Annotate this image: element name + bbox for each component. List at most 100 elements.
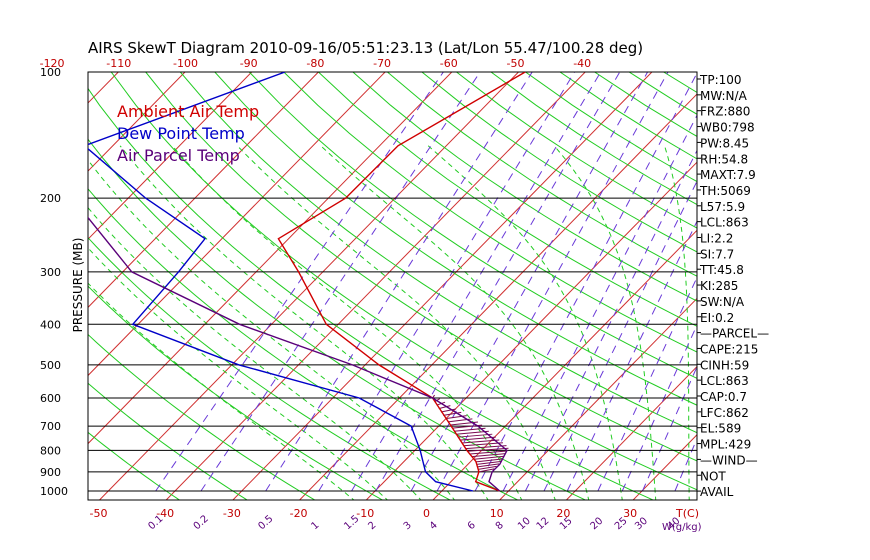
cape-hatch	[476, 460, 502, 465]
stat-label: AVAIL	[700, 485, 734, 499]
legend-entry: Ambient Air Temp	[117, 102, 259, 121]
temp-top-tick-label: -90	[240, 57, 258, 70]
isotherm-line	[299, 93, 697, 500]
y-axis-label: PRESSURE (MB)	[71, 238, 85, 333]
isotherm-line	[88, 72, 119, 104]
isotherm-line	[833, 72, 870, 500]
isotherm-line	[88, 72, 453, 445]
stat-label: RH:54.8	[700, 152, 748, 166]
cape-hatch	[478, 465, 497, 470]
temp-top-tick-label: -120	[40, 57, 65, 70]
temp-top-tick-label: -80	[306, 57, 324, 70]
mixing-ratio-line	[621, 323, 697, 492]
pressure-tick-label: 400	[40, 318, 61, 331]
isotherm-line	[88, 72, 253, 240]
stat-label: NOT	[700, 469, 726, 483]
isotherm-line	[767, 72, 870, 500]
temp-top-tick-label: -50	[507, 57, 525, 70]
stat-label: LFC:862	[700, 406, 749, 420]
stat-label: CAP:0.7	[700, 390, 747, 404]
stat-label: WB0:798	[700, 121, 755, 135]
isotherm-line	[88, 72, 186, 172]
stat-label: —PARCEL—	[700, 327, 769, 341]
moist-adiabat-line	[427, 145, 623, 500]
dry-adiabat-line	[490, 72, 697, 206]
cape-hatch	[475, 458, 504, 463]
cape-hatch	[463, 442, 503, 447]
dry-adiabat-line	[767, 72, 870, 502]
cape-hatch	[445, 415, 467, 420]
cape-hatch	[438, 405, 451, 410]
mixing-ratio-line	[436, 72, 669, 492]
chart-title: AIRS SkewT Diagram 2010-09-16/05:51:23.1…	[88, 39, 643, 57]
moist-adiabat-line	[88, 247, 389, 500]
cape-hatch	[465, 445, 507, 450]
stat-label: TT:45.8	[699, 263, 744, 277]
mixing-ratio-label: 2	[366, 520, 378, 532]
cape-hatch	[455, 430, 489, 435]
temp-bottom-tick-label: 30	[623, 507, 637, 520]
dry-adiabat-line	[352, 72, 697, 302]
stat-label: KI:285	[700, 279, 738, 293]
moist-adiabat-line	[553, 145, 657, 500]
stat-label: PW:8.45	[700, 136, 749, 150]
stat-label: CAPE:215	[700, 342, 758, 356]
cape-hatch	[443, 411, 462, 416]
dry-adiabat-line	[802, 72, 870, 502]
plot-frame	[87, 71, 698, 501]
pressure-tick-label: 200	[40, 192, 61, 205]
temp-unit-label: T(C)	[675, 507, 699, 520]
stat-label: TP:100	[699, 73, 742, 87]
mixing-ratio-line	[474, 72, 697, 492]
stat-label: MAXT:7.9	[700, 168, 756, 182]
pressure-tick-label: 300	[40, 266, 61, 279]
mixing-ratio-label: 20	[589, 516, 606, 533]
pressure-tick-label: 800	[40, 444, 61, 457]
mixing-ratio-line	[543, 180, 697, 492]
cape-hatch	[474, 455, 505, 460]
stat-label: LCL:863	[700, 374, 749, 388]
stat-label: —WIND—	[700, 453, 758, 467]
cape-hatch	[469, 450, 508, 455]
stat-label: EI:0.2	[700, 311, 734, 325]
dry-adiabat-line	[525, 72, 697, 183]
temp-top-tick-label: -70	[373, 57, 391, 70]
moist-adiabat-line	[664, 145, 690, 500]
mixing-ratio-unit-label: W(g/kg)	[662, 522, 702, 533]
mixing-ratio-label: 4	[428, 520, 440, 532]
mixing-ratio-line	[318, 72, 576, 492]
cape-hatch	[478, 468, 495, 473]
mixing-ratio-line	[351, 72, 602, 492]
pressure-tick-label: 500	[40, 359, 61, 372]
legend: Ambient Air Temp Dew Point Temp Air Parcel…	[117, 102, 259, 165]
series-layer	[88, 72, 526, 492]
temp-top-tick-label: -110	[106, 57, 131, 70]
dry-adiabat-line	[387, 72, 697, 277]
stat-label: TH:5069	[699, 184, 751, 198]
mixing-ratio-label: 10	[516, 516, 533, 533]
pressure-tick-label: 100	[40, 66, 61, 79]
pressure-tick-label: 1000	[40, 485, 68, 498]
legend-entry: Air Parcel Temp	[117, 146, 240, 165]
mixing-ratio-label: 1	[309, 520, 321, 532]
series-line-air-parcel-temp	[88, 216, 508, 492]
dry-adiabat-line	[283, 72, 697, 353]
stat-label: MPL:429	[700, 438, 751, 452]
stat-label: LI:2.2	[700, 232, 733, 246]
stat-label: SI:7.7	[700, 247, 734, 261]
temp-bottom-tick-label: 20	[556, 507, 570, 520]
legend-entry: Dew Point Temp	[117, 124, 245, 143]
stat-label: CINH:59	[700, 358, 749, 372]
dry-adiabat-line	[733, 72, 870, 502]
temp-top-tick-label: -60	[440, 57, 458, 70]
dry-adiabat-line	[214, 72, 697, 406]
series-line-ambient-air-temp	[277, 72, 526, 492]
cape-hatch	[461, 439, 500, 444]
isotherm-line	[99, 72, 519, 500]
dry-adiabat-line	[179, 72, 697, 434]
mixing-ratio-label: 12	[535, 516, 552, 533]
cape-hatch	[459, 436, 496, 441]
cape-hatch	[440, 408, 456, 413]
